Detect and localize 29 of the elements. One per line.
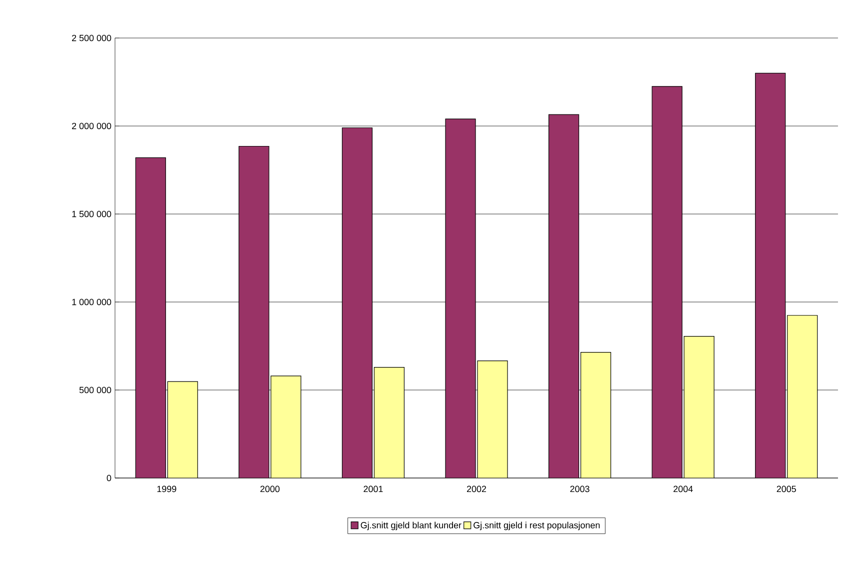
bar <box>684 336 714 478</box>
y-tick-label: 2 500 000 <box>72 34 112 42</box>
y-tick-label: 2 000 000 <box>72 122 112 130</box>
x-tick-label: 2005 <box>776 486 796 492</box>
bar <box>238 146 270 478</box>
legend-label: Gj.snitt gjeld i rest populasjonen <box>474 522 600 530</box>
bar <box>580 352 612 478</box>
x-tick-label: 2004 <box>674 486 693 492</box>
x-tick-label: 2002 <box>466 486 486 492</box>
x-tick-label: 2003 <box>570 486 590 492</box>
bar <box>477 360 508 478</box>
x-tick-label: 2001 <box>364 486 383 492</box>
bar <box>755 72 786 478</box>
bar <box>787 315 818 478</box>
bar <box>548 114 580 478</box>
bar <box>167 381 198 478</box>
y-tick-label: 500 000 <box>79 386 112 394</box>
y-tick-label: 1 500 000 <box>72 210 112 218</box>
bar <box>135 157 166 478</box>
x-tick-label: 1999 <box>157 486 176 492</box>
y-tick-label: 1 000 000 <box>72 298 112 306</box>
bar <box>342 127 373 478</box>
bar <box>652 86 682 478</box>
bar <box>270 376 302 478</box>
legend-label: Gj.snitt gjeld blant kunder <box>360 522 462 530</box>
x-tick-label: 2000 <box>260 486 280 492</box>
bar <box>374 366 405 478</box>
y-tick-label: 0 <box>106 474 112 482</box>
bar <box>445 118 476 478</box>
